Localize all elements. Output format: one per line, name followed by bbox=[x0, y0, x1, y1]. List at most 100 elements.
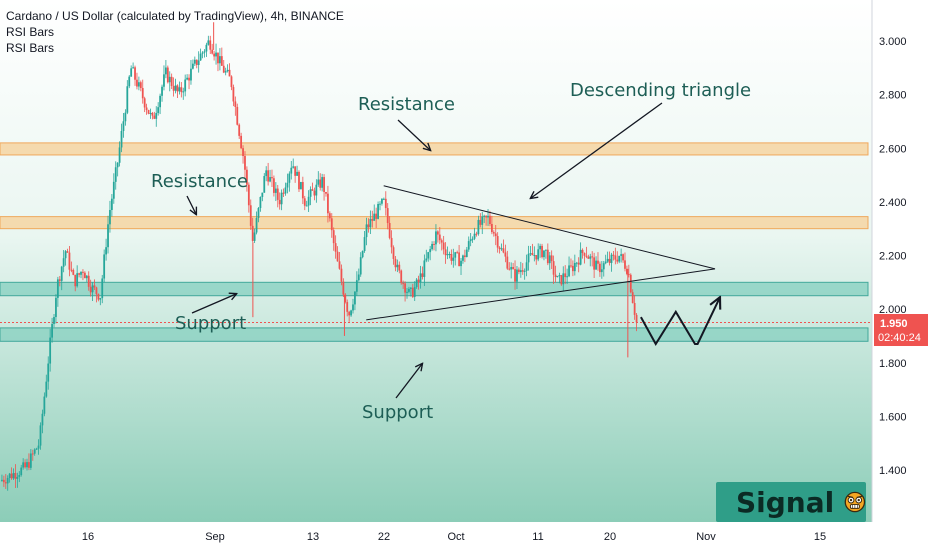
candle-body bbox=[419, 273, 422, 283]
candle-body bbox=[604, 261, 607, 264]
candle bbox=[583, 252, 586, 264]
candle bbox=[126, 80, 129, 115]
candle-body bbox=[386, 208, 389, 223]
candle-body bbox=[406, 291, 408, 293]
candle-body bbox=[421, 273, 424, 277]
candle bbox=[332, 227, 335, 251]
candle-body bbox=[573, 262, 576, 272]
triangle-upper-line[interactable] bbox=[383, 185, 716, 270]
candle-body bbox=[618, 255, 621, 262]
candle bbox=[157, 102, 160, 116]
candle-body bbox=[473, 233, 476, 239]
candle-body bbox=[502, 248, 505, 253]
candle-body bbox=[224, 71, 227, 73]
candle-body bbox=[568, 265, 570, 277]
candle bbox=[232, 84, 235, 107]
candle-body bbox=[548, 255, 551, 264]
arrow-resistance-top[interactable] bbox=[397, 119, 430, 150]
symbol-title[interactable]: Cardano / US Dollar (calculated by Tradi… bbox=[6, 9, 344, 23]
candle-body bbox=[452, 257, 455, 261]
candle bbox=[384, 191, 387, 216]
candle-body bbox=[276, 188, 279, 200]
candle-body bbox=[465, 249, 468, 257]
candle bbox=[572, 260, 574, 277]
support-zone-1[interactable] bbox=[0, 281, 869, 297]
candle-body bbox=[626, 268, 628, 274]
candle-body bbox=[546, 249, 549, 264]
candle-body bbox=[554, 274, 557, 278]
resistance-zone-2[interactable] bbox=[0, 216, 869, 230]
candle bbox=[76, 265, 79, 288]
candle-body bbox=[273, 178, 275, 193]
candle-body bbox=[74, 274, 77, 287]
candle-body bbox=[338, 261, 341, 269]
candle-body bbox=[431, 243, 433, 250]
candle-body bbox=[207, 40, 210, 45]
candle bbox=[166, 65, 169, 84]
candle bbox=[128, 75, 131, 89]
candle bbox=[134, 65, 136, 86]
candle-body bbox=[182, 91, 185, 93]
candle-body bbox=[427, 252, 430, 259]
arrow-support-low[interactable] bbox=[395, 364, 422, 399]
candle bbox=[47, 356, 50, 390]
candle-body bbox=[394, 258, 397, 268]
candle bbox=[186, 74, 189, 81]
candle bbox=[234, 96, 237, 116]
candle bbox=[278, 192, 281, 210]
candle bbox=[334, 235, 337, 259]
candle bbox=[490, 215, 493, 235]
candle-body bbox=[336, 251, 339, 262]
candle bbox=[55, 294, 57, 324]
candle bbox=[80, 271, 82, 279]
candle bbox=[467, 236, 470, 252]
support-zone-2[interactable] bbox=[0, 327, 869, 342]
candle bbox=[145, 103, 148, 115]
arrow-descending-triangle[interactable] bbox=[531, 102, 663, 198]
candle bbox=[413, 281, 416, 301]
candle-body bbox=[87, 275, 90, 287]
candle-body bbox=[76, 273, 79, 287]
candle bbox=[595, 256, 597, 270]
indicator-rsi-bars-2[interactable]: RSI Bars bbox=[6, 41, 55, 55]
candle-body bbox=[448, 254, 451, 256]
candle-body bbox=[101, 278, 104, 299]
candle bbox=[512, 262, 515, 270]
candle bbox=[460, 258, 462, 276]
candle-body bbox=[612, 254, 615, 256]
arrow-support-mid[interactable] bbox=[191, 294, 236, 314]
candle bbox=[548, 251, 551, 270]
candle bbox=[85, 274, 88, 282]
candle-body bbox=[105, 247, 107, 255]
candle bbox=[417, 275, 420, 290]
candle-body bbox=[467, 241, 470, 250]
arrow-resistance-mid[interactable] bbox=[186, 195, 196, 214]
candle bbox=[170, 73, 173, 90]
candle bbox=[267, 162, 270, 186]
resistance-zone-1[interactable] bbox=[0, 142, 869, 156]
candle bbox=[199, 48, 202, 61]
candle bbox=[91, 282, 94, 302]
projection-path[interactable] bbox=[640, 298, 719, 346]
candle bbox=[593, 252, 596, 279]
candle-body bbox=[188, 77, 190, 81]
candle bbox=[473, 227, 476, 241]
triangle-lower-line[interactable] bbox=[366, 268, 716, 321]
candle-body bbox=[328, 213, 331, 219]
candle-body bbox=[253, 232, 256, 241]
candle bbox=[566, 268, 569, 284]
candle bbox=[336, 246, 339, 262]
candle-body bbox=[400, 270, 403, 284]
candle bbox=[288, 171, 291, 192]
candle-body bbox=[80, 271, 82, 275]
candle bbox=[616, 251, 619, 264]
candle-body bbox=[26, 462, 28, 468]
candle-body bbox=[43, 396, 46, 414]
candle-body bbox=[490, 224, 493, 233]
x-tick-label: Nov bbox=[696, 531, 716, 543]
candle-body bbox=[110, 198, 113, 210]
indicator-rsi-bars-1[interactable]: RSI Bars bbox=[6, 25, 55, 39]
candle bbox=[230, 75, 233, 91]
candle bbox=[282, 188, 285, 198]
